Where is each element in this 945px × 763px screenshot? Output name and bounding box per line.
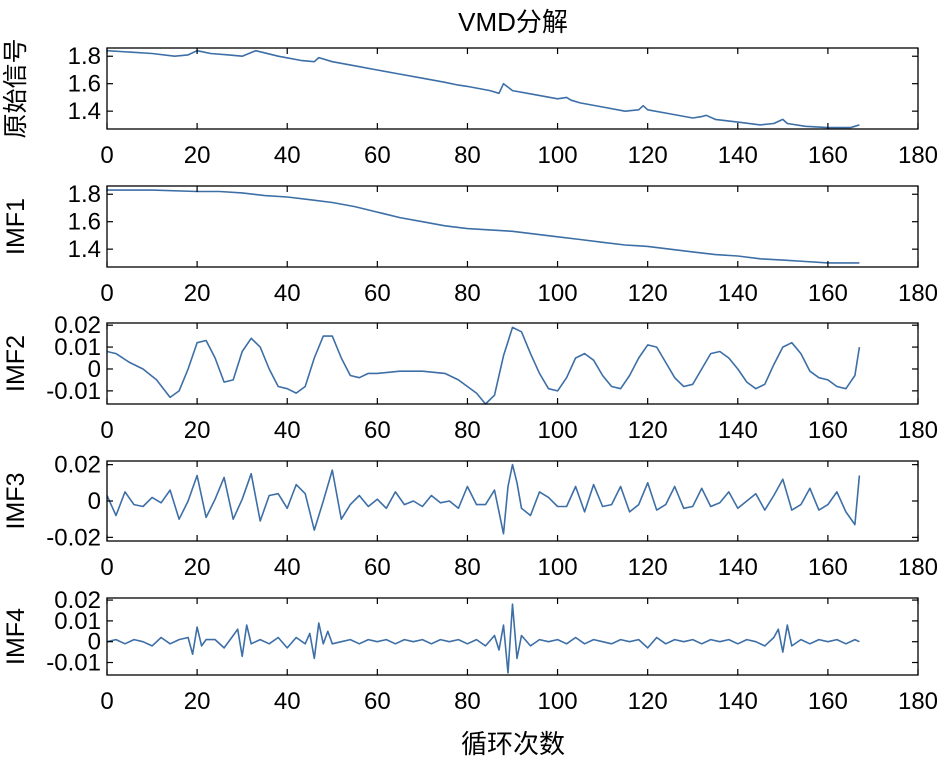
y-tick-label: 0.02: [54, 587, 101, 614]
x-tick-label: 160: [808, 688, 848, 715]
x-tick-label: 160: [808, 554, 848, 581]
y-tick-label: 0.02: [54, 312, 101, 339]
y-tick-label: -0.01: [46, 378, 101, 405]
y-tick-label: 1.6: [68, 71, 101, 98]
x-tick-label: 120: [628, 142, 668, 169]
x-tick-label: 20: [184, 554, 211, 581]
subplot-IMF3: 0 20 40 60 80 100 120 140 160 180 0.02 0 -0.02 IMF3: [2, 452, 938, 581]
x-tick-label: 80: [454, 280, 481, 307]
x-tick-label: 20: [184, 142, 211, 169]
x-tick-label: 0: [100, 417, 113, 444]
x-tick-label: 120: [628, 280, 668, 307]
y-axis-label: IMF1: [2, 198, 30, 255]
x-tick-label: 120: [628, 688, 668, 715]
y-tick-label: 1.4: [68, 236, 101, 263]
y-tick-label: 1.6: [68, 209, 101, 236]
x-tick-label: 100: [538, 554, 578, 581]
x-tick-label: 40: [274, 417, 301, 444]
x-tick-label: 180: [898, 417, 938, 444]
y-tick-label: 0: [88, 629, 101, 656]
x-tick-label: 180: [898, 142, 938, 169]
x-tick-label: 100: [538, 142, 578, 169]
y-axis-label: IMF3: [2, 473, 30, 530]
series-line-IMF2: [106, 326, 861, 405]
x-tick-label: 0: [100, 688, 113, 715]
x-tick-label: 100: [538, 417, 578, 444]
series-line-IMF4: [106, 603, 860, 674]
x-tick-label: 40: [274, 142, 301, 169]
y-tick-label: 0.02: [54, 452, 101, 479]
x-tick-label: 160: [808, 142, 848, 169]
x-tick-label: 160: [808, 280, 848, 307]
y-tick-label: 0.01: [54, 608, 101, 635]
x-tick-label: 0: [100, 554, 113, 581]
plot-frame: [106, 597, 919, 676]
chart-title: VMD分解: [458, 7, 568, 37]
x-tick-label: 60: [364, 417, 391, 444]
plot-frame: [106, 47, 919, 130]
y-tick-label: -0.01: [46, 650, 101, 677]
y-tick-label: 1.8: [68, 181, 101, 208]
y-tick-label: 0: [88, 488, 101, 515]
x-tick-label: 60: [364, 142, 391, 169]
x-tick-label: 140: [718, 142, 758, 169]
x-tick-label: 100: [538, 280, 578, 307]
subplot-original: 0 20 40 60 80 100 120 140 160 180 1.81.61.4 原始信号: [2, 38, 938, 169]
plot-frame: [106, 322, 919, 405]
y-tick-label: 0: [88, 356, 101, 383]
x-tick-label: 20: [184, 280, 211, 307]
x-axis-label: 循环次数: [461, 729, 565, 759]
x-tick-label: 60: [364, 688, 391, 715]
x-tick-label: 60: [364, 554, 391, 581]
y-tick-label: -0.02: [46, 524, 101, 551]
x-tick-label: 100: [538, 688, 578, 715]
x-tick-label: 140: [718, 280, 758, 307]
y-axis-label: 原始信号: [2, 38, 30, 138]
x-tick-label: 120: [628, 417, 668, 444]
subplot-IMF2: 0 20 40 60 80 100 120 140 160 1800.020.010-0.01IM…: [2, 312, 938, 444]
x-tick-label: 40: [274, 554, 301, 581]
x-tick-label: 60: [364, 280, 391, 307]
x-tick-label: 40: [274, 280, 301, 307]
x-tick-label: 120: [628, 554, 668, 581]
plot-frame: [106, 185, 919, 268]
x-tick-label: 80: [454, 142, 481, 169]
x-tick-label: 180: [898, 554, 938, 581]
x-tick-label: 0: [100, 280, 113, 307]
y-axis-label: IMF4: [2, 608, 30, 665]
x-tick-label: 20: [184, 417, 211, 444]
x-tick-label: 140: [718, 417, 758, 444]
series-line-IMF3: [106, 463, 861, 535]
x-tick-label: 0: [100, 142, 113, 169]
y-tick-label: 1.4: [68, 98, 101, 125]
x-tick-label: 160: [808, 417, 848, 444]
x-tick-label: 140: [718, 688, 758, 715]
x-tick-label: 180: [898, 688, 938, 715]
x-tick-label: 20: [184, 688, 211, 715]
x-tick-label: 140: [718, 554, 758, 581]
x-tick-label: 80: [454, 554, 481, 581]
x-tick-label: 180: [898, 280, 938, 307]
series-line-original: [106, 49, 860, 129]
y-tick-label: 1.8: [68, 43, 101, 70]
x-tick-label: 80: [454, 417, 481, 444]
series-line-IMF1: [107, 189, 860, 264]
subplot-IMF1: 0 20 40 60 80 100 120 140 160 180 1.81.61.4 IMF1: [2, 181, 938, 307]
x-tick-label: 40: [274, 688, 301, 715]
y-tick-label: 0.01: [54, 334, 101, 361]
y-axis-label: IMF2: [2, 335, 30, 392]
subplot-IMF4: 0 20 40 60 80 100 120 140 160 1800.020.010-0.01IM…: [2, 587, 938, 715]
x-tick-label: 80: [454, 688, 481, 715]
